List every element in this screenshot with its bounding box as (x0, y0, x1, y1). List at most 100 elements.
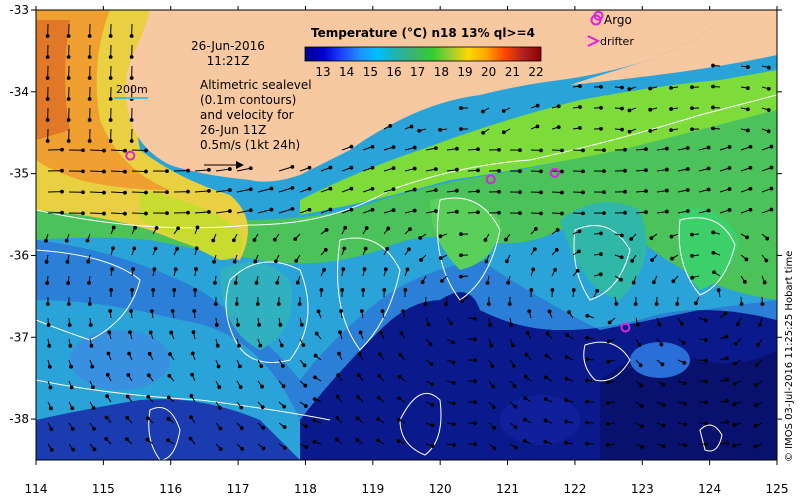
velocity-arrowhead (659, 342, 664, 347)
velocity-arrowhead (175, 246, 180, 251)
velocity-arrowhead (349, 207, 354, 212)
velocity-arrowhead (506, 280, 511, 285)
velocity-arrowhead (47, 364, 52, 369)
velocity-arrowhead (675, 302, 680, 306)
velocity-arrowhead (188, 436, 193, 441)
velocity-arrowhead (578, 84, 582, 89)
velocity-arrow (194, 211, 209, 214)
velocity-arrowhead (483, 238, 488, 242)
velocity-arrowhead (585, 420, 589, 425)
velocity-arrowhead (484, 259, 489, 264)
velocity-arrowhead (70, 427, 75, 431)
velocity-arrowhead (571, 288, 576, 292)
velocity-arrowhead (45, 139, 50, 143)
velocity-arrowhead (518, 148, 522, 153)
velocity-arrowhead (727, 208, 732, 212)
velocity-arrowhead (88, 323, 93, 327)
velocity-arrowhead (357, 351, 362, 356)
velocity-arrowhead (376, 395, 381, 400)
velocity-arrowhead (690, 85, 694, 90)
velocity-arrowhead (511, 363, 516, 368)
velocity-arrowhead (338, 330, 342, 335)
velocity-arrowhead (503, 237, 508, 242)
velocity-arrowhead (239, 426, 244, 431)
velocity-arrowhead (602, 148, 606, 153)
velocity-arrowhead (682, 401, 687, 406)
velocity-arrowhead (166, 395, 171, 400)
velocity-arrowhead (522, 417, 527, 422)
velocity-arrowhead (258, 343, 263, 348)
velocity-arrowhead (108, 76, 113, 80)
colorbar-tick-label: 18 (434, 65, 449, 79)
velocity-arrowhead (661, 444, 666, 449)
velocity-arrowhead (110, 267, 114, 271)
colorbar-tick-label: 20 (481, 65, 496, 79)
velocity-arrowhead (85, 238, 90, 243)
velocity-arrow (236, 209, 251, 214)
velocity-arrowhead (301, 343, 306, 348)
credit-text: © IMOS 03-Jul-2016 11:25:25 Hobart time (784, 251, 795, 462)
velocity-arrowhead (619, 255, 624, 260)
velocity-arrowhead (491, 405, 496, 410)
velocity-arrowhead (102, 169, 106, 174)
colorbar-tick-label: 13 (315, 65, 330, 79)
velocity-arrowhead (518, 211, 522, 216)
legend-drifter-label: drifter (600, 35, 634, 48)
velocity-arrowhead (509, 322, 514, 327)
velocity-arrowhead (577, 229, 582, 234)
velocity-arrowhead (303, 404, 308, 408)
velocity-arrowhead (165, 190, 169, 195)
velocity-arrowhead (328, 207, 333, 212)
velocity-arrowhead (340, 288, 345, 292)
velocity-arrowhead (405, 267, 410, 272)
velocity-arrowhead (430, 423, 435, 428)
velocity-arrowhead (497, 210, 501, 215)
velocity-arrowhead (397, 374, 402, 379)
x-tick-label: 115 (92, 482, 115, 496)
velocity-arrowhead (732, 381, 737, 386)
velocity-arrowhead (261, 446, 266, 451)
velocity-arrowhead (539, 211, 543, 216)
sealevel-note: Altimetric sealevel (0.1m contours) and … (200, 78, 312, 152)
velocity-arrow (257, 188, 272, 193)
velocity-arrowhead (92, 426, 96, 431)
velocity-arrowhead (211, 238, 216, 243)
velocity-arrowhead (248, 187, 253, 192)
sst-field (36, 10, 777, 460)
velocity-arrowhead (476, 147, 480, 152)
note-line-2: (0.1m contours) (200, 93, 296, 107)
velocity-arrowhead (248, 166, 253, 171)
velocity-arrowhead (525, 331, 530, 335)
velocity-arrowhead (335, 416, 340, 420)
velocity-arrowhead (129, 34, 134, 38)
velocity-arrowhead (420, 280, 425, 285)
velocity-arrowhead (491, 384, 496, 389)
velocity-arrowhead (711, 63, 715, 68)
velocity-arrowhead (253, 259, 258, 264)
velocity-arrowhead (565, 333, 570, 337)
velocity-arrowhead (312, 418, 317, 423)
velocity-arrowhead (336, 373, 341, 377)
velocity-arrowhead (490, 364, 495, 369)
velocity-arrowhead (87, 118, 92, 122)
velocity-arrowhead (190, 372, 194, 377)
velocity-arrowhead (623, 210, 627, 215)
velocity-arrowhead (748, 186, 753, 191)
velocity-arrowhead (620, 127, 624, 132)
velocity-arrowhead (146, 373, 151, 378)
velocity-arrowhead (412, 145, 417, 150)
velocity-arrowhead (46, 302, 50, 306)
velocity-arrowhead (619, 233, 624, 238)
velocity-arrowhead (690, 106, 694, 111)
velocity-arrow (131, 191, 147, 194)
velocity-arrowhead (492, 446, 497, 451)
colorbar: Temperature (°C) n18 13% ql>=4 13 14 15 16 1… (304, 26, 544, 79)
velocity-arrow (89, 149, 105, 152)
velocity-arrowhead (66, 118, 71, 122)
velocity-arrowhead (535, 124, 540, 129)
velocity-arrowhead (547, 309, 552, 314)
note-line-3: and velocity for (200, 108, 294, 122)
velocity-arrowhead (619, 277, 623, 282)
argo-markers (125, 10, 631, 333)
velocity-arrowhead (233, 280, 238, 285)
